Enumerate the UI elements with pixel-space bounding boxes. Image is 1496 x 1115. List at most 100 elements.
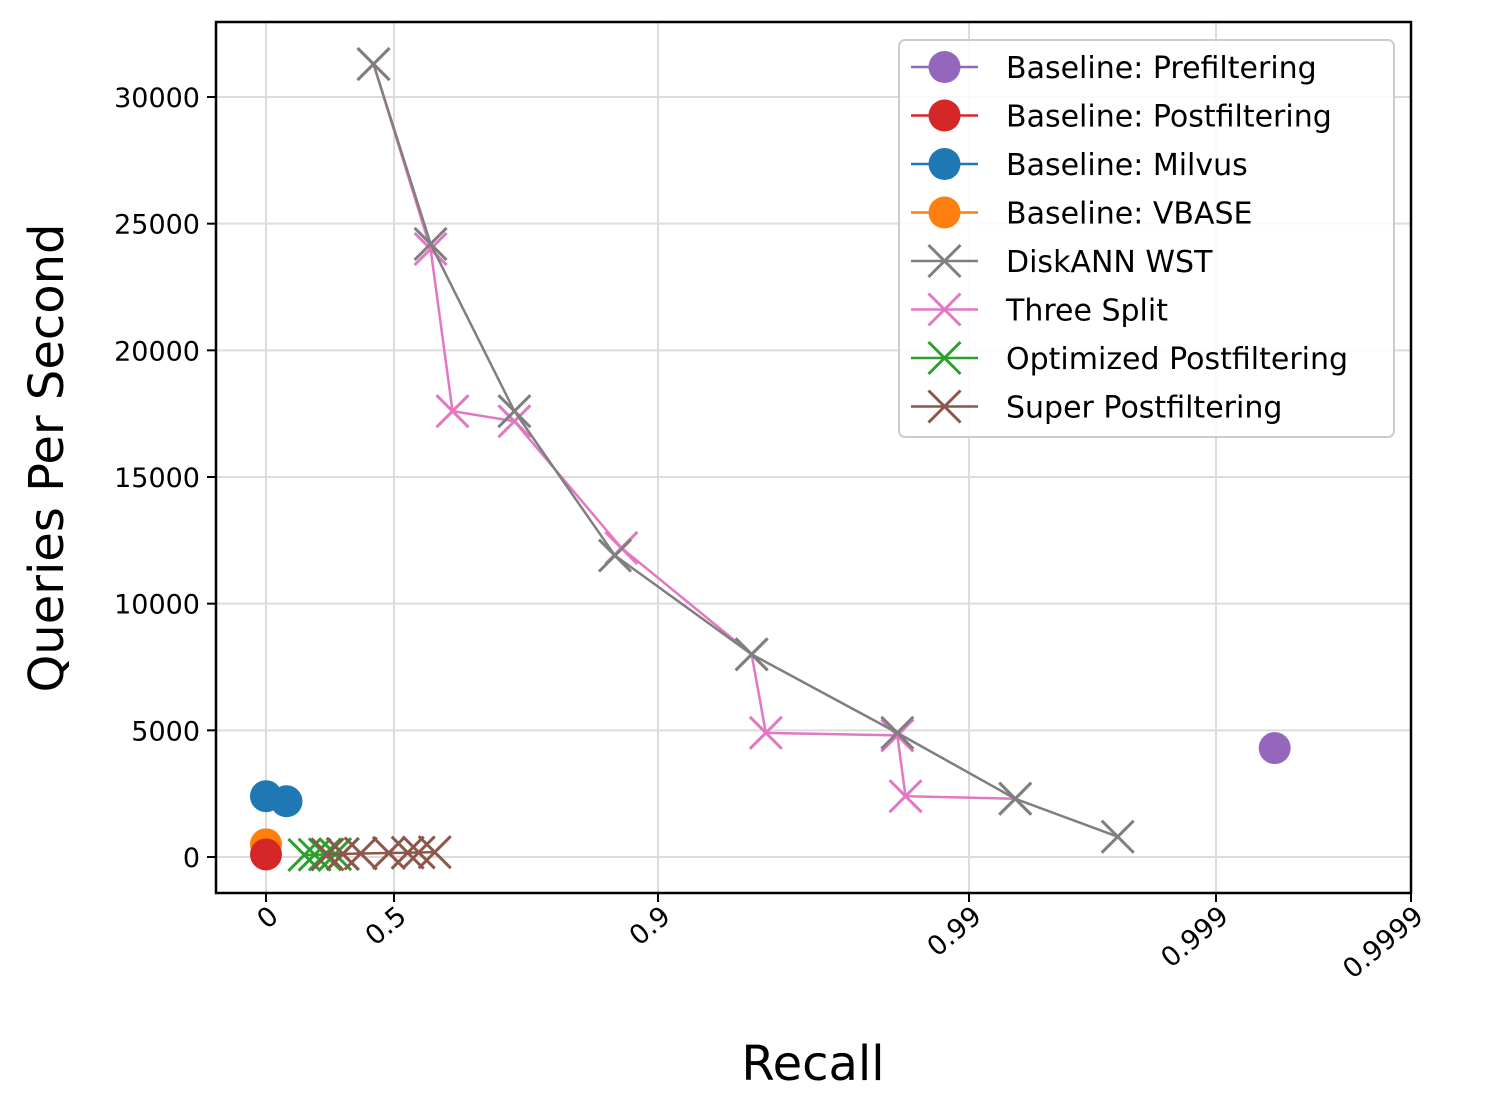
x-marker-stroke	[413, 231, 448, 267]
data-point	[401, 835, 436, 870]
series-line	[372, 63, 1016, 800]
data-point	[734, 637, 769, 672]
data-point	[390, 835, 425, 870]
legend-entry: Baseline: Prefiltering	[911, 51, 1317, 86]
data-point	[413, 226, 448, 261]
series-baseline-postfiltering	[250, 838, 282, 871]
data-point	[356, 47, 391, 82]
legend-marker	[927, 389, 962, 424]
x-marker-stroke	[927, 243, 962, 279]
x-tick-label: 0.9	[624, 901, 677, 952]
x-marker-stroke	[497, 394, 532, 429]
x-marker-stroke	[435, 394, 470, 429]
y-tick-label: 20000	[114, 336, 200, 367]
x-marker-stroke	[927, 340, 962, 376]
data-point	[310, 837, 345, 872]
legend: Baseline: Prefiltering Baseline: Postfilt…	[898, 39, 1395, 438]
legend-entry: Super Postfiltering	[911, 389, 1282, 426]
data-point	[413, 231, 448, 267]
x-marker-stroke	[748, 715, 783, 750]
x-marker-stroke	[888, 779, 923, 814]
data-point	[880, 718, 915, 753]
legend-marker	[928, 51, 961, 83]
x-marker-stroke	[927, 292, 962, 327]
x-marker-stroke	[343, 836, 378, 871]
legend-marker	[927, 292, 962, 327]
legend-marker	[928, 99, 961, 132]
data-point	[435, 394, 470, 429]
x-marker-stroke	[927, 389, 962, 424]
data-point	[998, 781, 1033, 816]
legend-entry: Baseline: Postfiltering	[911, 99, 1332, 135]
x-tick-label: 0.5	[360, 901, 413, 952]
series-diskann-wst	[356, 47, 1135, 854]
x-marker-stroke	[998, 781, 1033, 816]
series-super-postfiltering	[310, 835, 452, 872]
data-point	[270, 785, 303, 818]
legend-label: Baseline: VBASE	[1006, 197, 1252, 232]
data-point	[888, 779, 923, 814]
x-marker-stroke	[390, 835, 425, 870]
legend-label: Baseline: Milvus	[1006, 148, 1248, 183]
data-point	[597, 538, 633, 573]
data-point	[325, 836, 360, 872]
legend-entry: Baseline: VBASE	[911, 196, 1252, 232]
legend-entry: Optimized Postfiltering	[911, 340, 1348, 377]
legend-label: Super Postfiltering	[1006, 391, 1282, 426]
legend-box	[898, 39, 1395, 438]
x-marker-stroke	[371, 835, 406, 871]
legend-entry: Baseline: Milvus	[911, 148, 1248, 183]
y-axis-title: Queries Per Second	[19, 223, 75, 692]
x-tick-label: 0	[251, 901, 284, 936]
x-marker-stroke	[1100, 819, 1135, 854]
x-marker-stroke	[310, 837, 345, 872]
legend-marker	[928, 148, 961, 180]
series-layer	[250, 47, 1291, 873]
legend-label: DiskANN WST	[1006, 245, 1213, 280]
x-tick-label: 0.999	[1155, 901, 1234, 974]
legend-marker	[927, 243, 962, 279]
legend-label: Baseline: Postfiltering	[1006, 100, 1332, 135]
x-marker-stroke	[734, 637, 769, 672]
data-point	[371, 835, 406, 871]
series-baseline-prefiltering	[1258, 732, 1291, 765]
x-marker-stroke	[880, 715, 915, 750]
data-point	[1258, 732, 1291, 765]
x-marker-stroke	[497, 404, 532, 439]
x-marker-stroke	[880, 718, 915, 753]
x-marker-stroke	[417, 835, 452, 870]
legend-label: Optimized Postfiltering	[1006, 342, 1348, 377]
x-tick-label: 0.99	[922, 901, 988, 963]
x-axis-title: Recall	[741, 1036, 884, 1092]
plot-frame	[214, 20, 1413, 895]
legend-marker	[928, 196, 961, 229]
y-tick-label: 15000	[114, 463, 200, 494]
data-point	[250, 838, 282, 871]
y-tick-label: 25000	[114, 210, 200, 241]
y-tick-label: 0	[183, 843, 200, 874]
series-line	[372, 63, 1119, 838]
x-marker-stroke	[325, 836, 360, 872]
data-point	[417, 835, 452, 870]
series-baseline-milvus	[250, 780, 303, 818]
y-tick-label: 10000	[114, 590, 200, 621]
legend-entry: DiskANN WST	[911, 243, 1213, 280]
x-marker-stroke	[307, 837, 342, 872]
x-marker-stroke	[413, 226, 448, 261]
x-marker-stroke	[597, 538, 633, 573]
legend-marker	[927, 340, 962, 376]
x-marker-stroke	[356, 47, 391, 82]
x-tick-label: 0.9999	[1337, 901, 1429, 985]
y-tick-label: 5000	[131, 716, 200, 747]
data-point	[880, 715, 915, 750]
data-point	[497, 394, 532, 429]
data-point	[307, 837, 342, 872]
data-point	[1100, 819, 1135, 854]
legend-label: Three Split	[1005, 294, 1168, 329]
legend-label: Baseline: Prefiltering	[1006, 51, 1317, 86]
data-point	[497, 404, 532, 439]
y-tick-label: 30000	[114, 83, 200, 114]
legend-entry: Three Split	[911, 292, 1168, 329]
x-marker-stroke	[401, 835, 436, 870]
